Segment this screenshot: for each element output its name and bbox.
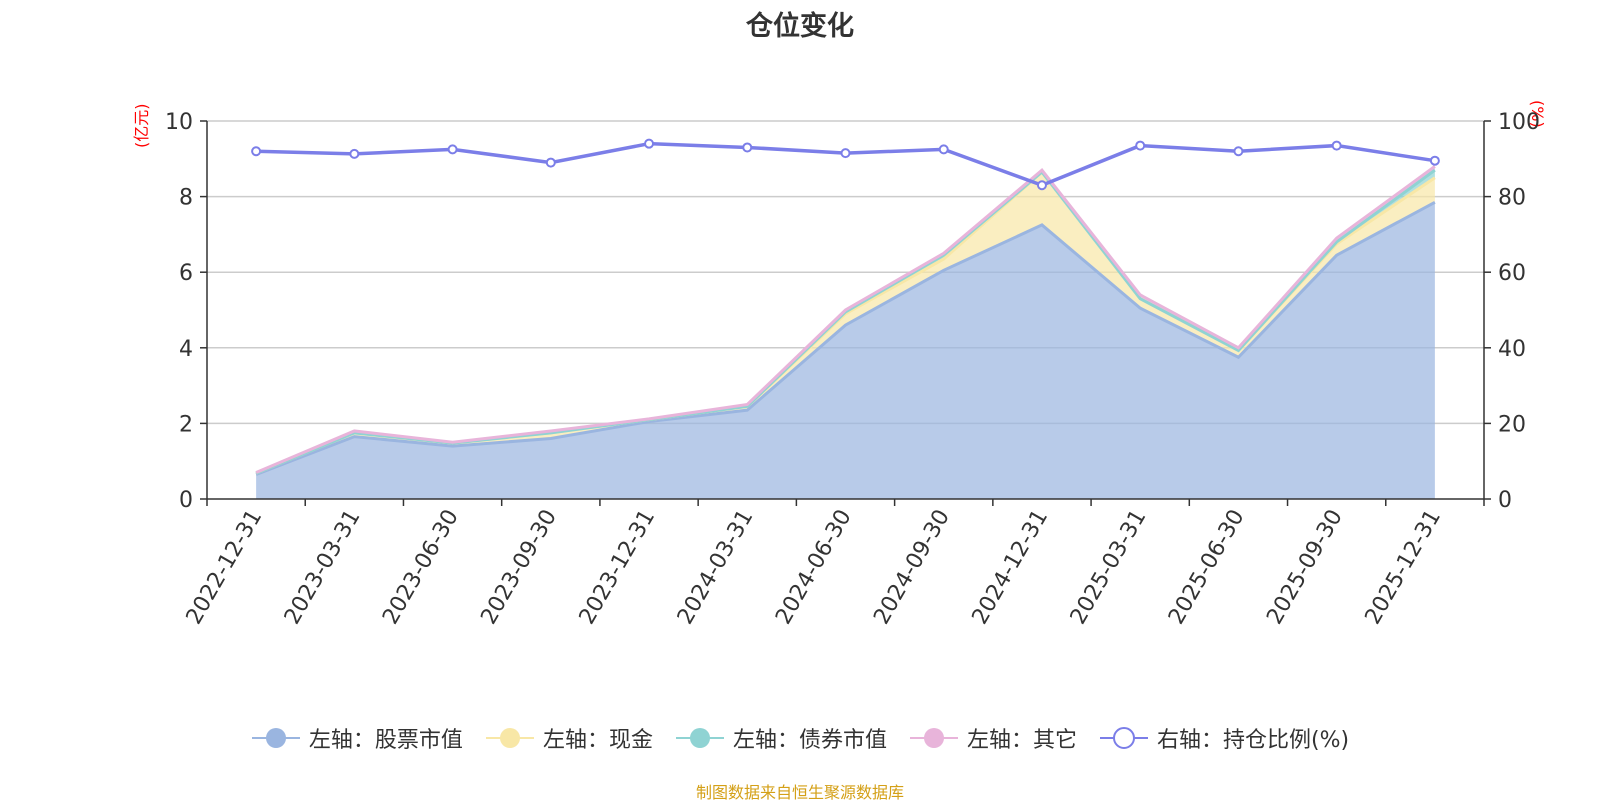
x-axis-tick-label: 2023-12-31 xyxy=(575,506,661,629)
data-source-footer: 制图数据来自恒生聚源数据库 xyxy=(695,783,904,802)
left-axis-tick-label: 4 xyxy=(179,337,193,362)
legend-item-cash[interactable]: 左轴：现金 xyxy=(485,722,653,754)
legend: 左轴：股票市值 左轴：现金 左轴：债券市值 左轴：其它 右轴：持仓比例(%) xyxy=(0,722,1600,754)
right-axis-tick-label: 80 xyxy=(1498,186,1526,211)
legend-item-ratio[interactable]: 右轴：持仓比例(%) xyxy=(1099,722,1349,754)
area-line-0 xyxy=(255,200,1436,476)
ratio-point xyxy=(840,148,851,159)
filled-circle-icon xyxy=(675,728,724,748)
legend-label: 右轴：持仓比例(%) xyxy=(1156,728,1350,753)
legend-label: 左轴：债券市值 xyxy=(732,728,887,753)
ratio-point xyxy=(938,144,949,155)
legend-item-stock[interactable]: 左轴：股票市值 xyxy=(251,722,463,754)
ratio-point xyxy=(349,148,360,159)
ratio-point xyxy=(742,142,753,153)
x-axis-tick-label: 2022-12-31 xyxy=(182,506,268,629)
right-axis-tick-label: 20 xyxy=(1498,412,1526,437)
left-axis-tick-label: 0 xyxy=(179,488,193,513)
x-axis-tick-label: 2024-09-30 xyxy=(869,505,955,628)
x-axis-tick-label: 2025-09-30 xyxy=(1262,506,1348,629)
filled-circle-icon xyxy=(909,728,958,748)
right-axis-tick-label: 40 xyxy=(1498,337,1526,362)
x-axis-tick-label: 2025-03-31 xyxy=(1066,506,1152,629)
filled-circle-icon xyxy=(251,728,300,748)
ratio-point xyxy=(644,138,655,149)
ratio-point xyxy=(545,157,556,168)
hollow-circle-icon xyxy=(1099,727,1148,749)
legend-label: 左轴：现金 xyxy=(542,728,653,753)
ratio-point xyxy=(1233,146,1244,157)
area-1 xyxy=(256,172,1435,475)
x-axis-tick-label: 2025-12-31 xyxy=(1361,506,1447,629)
x-axis-tick-label: 2023-09-30 xyxy=(476,506,562,629)
ratio-point xyxy=(1135,140,1146,151)
x-axis-tick-label: 2024-06-30 xyxy=(771,506,857,629)
x-axis-tick-label: 2023-06-30 xyxy=(378,505,464,628)
left-axis-tick-label: 2 xyxy=(179,412,193,437)
x-axis-tick-label: 2024-03-31 xyxy=(673,506,759,629)
chart-title: 仓位变化 xyxy=(746,11,854,42)
right-axis-tick-label: 60 xyxy=(1498,261,1526,286)
legend-label: 左轴：其它 xyxy=(966,728,1077,753)
ratio-point xyxy=(1036,180,1047,191)
filled-circle-icon xyxy=(485,728,534,748)
area-line-3 xyxy=(255,165,1436,474)
ratio-point xyxy=(251,146,262,157)
legend-item-bond[interactable]: 左轴：债券市值 xyxy=(675,722,887,754)
right-axis-tick-label: 100 xyxy=(1498,110,1540,135)
left-axis-tick-label: 6 xyxy=(179,261,193,286)
left-axis-tick-label: 10 xyxy=(165,110,193,135)
left-axis-tick-label: 8 xyxy=(179,186,193,211)
area-0 xyxy=(256,202,1435,499)
legend-label: 左轴：股票市值 xyxy=(308,728,463,753)
ratio-point xyxy=(1331,140,1342,151)
x-axis-tick-label: 2023-03-31 xyxy=(280,506,366,629)
x-axis-tick-label: 2024-12-31 xyxy=(968,506,1054,629)
legend-item-other[interactable]: 左轴：其它 xyxy=(909,722,1077,754)
ratio-point xyxy=(447,144,458,155)
x-axis-tick-label: 2025-06-30 xyxy=(1164,506,1250,629)
ratio-point xyxy=(1429,155,1440,166)
right-axis-tick-label: 0 xyxy=(1498,488,1512,513)
